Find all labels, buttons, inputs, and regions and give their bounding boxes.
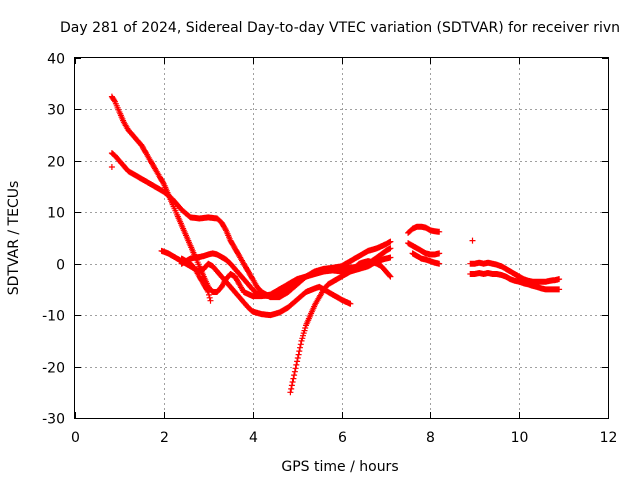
axis-ticks: 0 2 4 6 8 10 12 -30 -20 -10 0 10 20 30 40	[42, 52, 617, 447]
data-point-markers	[178, 250, 394, 300]
y-axis-label: SDTVAR / TECUs	[6, 181, 22, 296]
series-track-e	[178, 255, 214, 304]
series-track-j	[469, 237, 476, 244]
plot-frame	[74, 57, 609, 419]
data-point-markers	[108, 164, 115, 170]
series-track-i	[409, 250, 443, 267]
series-track-h	[405, 240, 443, 258]
y-tick-label: -20	[42, 361, 65, 377]
x-tick-label: 2	[160, 430, 169, 446]
data-point-markers	[467, 270, 563, 293]
y-tick-label: 10	[47, 206, 65, 222]
y-tick-label: 0	[56, 258, 65, 274]
x-tick-label: 8	[426, 430, 435, 446]
data-point-markers	[409, 250, 443, 267]
series-track-l	[467, 270, 563, 293]
data-point-markers	[287, 258, 394, 396]
y-tick-label: 40	[47, 52, 65, 68]
data-point-markers	[108, 150, 394, 301]
y-tick-label: 30	[47, 103, 65, 119]
grid	[75, 58, 608, 418]
x-tick-label: 0	[71, 430, 80, 446]
data-point-markers	[467, 259, 563, 285]
x-tick-label: 6	[338, 430, 347, 446]
series-track-d	[178, 250, 394, 300]
series-track-f	[287, 258, 394, 396]
series-track-b	[108, 150, 394, 301]
data-point-markers	[405, 223, 443, 236]
data-point-markers	[469, 237, 476, 244]
x-tick-label: 12	[600, 430, 618, 446]
series-track-g	[405, 223, 443, 236]
y-tick-label: -30	[42, 412, 65, 428]
x-tick-label: 10	[511, 430, 529, 446]
y-tick-label: -10	[42, 309, 65, 325]
plot-marks	[108, 93, 563, 396]
x-tick-label: 4	[249, 430, 258, 446]
series-track-m	[108, 164, 115, 170]
chart-title: Day 281 of 2024, Sidereal Day-to-day VTE…	[60, 20, 620, 36]
data-point-markers	[405, 240, 443, 258]
y-tick-label: 20	[47, 155, 65, 171]
series-track-k	[467, 259, 563, 285]
data-point-markers	[178, 255, 214, 304]
x-axis-label: GPS time / hours	[281, 459, 398, 475]
